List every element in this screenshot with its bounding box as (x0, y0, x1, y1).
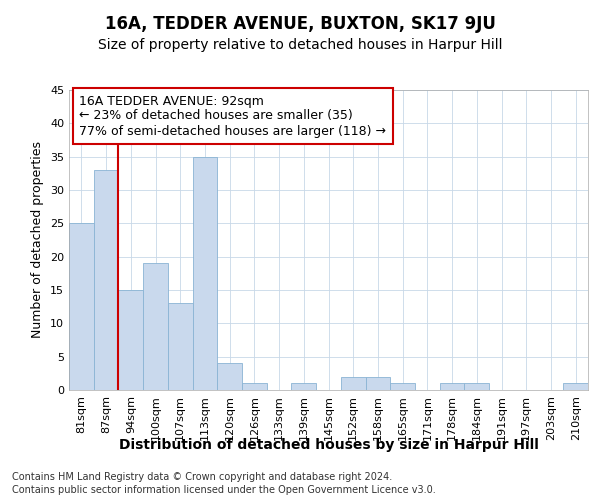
Bar (143, 264, 168, 390)
Bar (390, 384, 415, 390)
Bar (118, 290, 143, 390)
Text: Contains HM Land Registry data © Crown copyright and database right 2024.: Contains HM Land Registry data © Crown c… (12, 472, 392, 482)
Bar (69, 224, 94, 390)
Text: 16A TEDDER AVENUE: 92sqm
← 23% of detached houses are smaller (35)
77% of semi-d: 16A TEDDER AVENUE: 92sqm ← 23% of detach… (79, 94, 386, 138)
Bar (292, 384, 316, 390)
Bar (365, 376, 390, 390)
Text: Contains public sector information licensed under the Open Government Licence v3: Contains public sector information licen… (12, 485, 436, 495)
Bar (440, 384, 464, 390)
Text: 16A, TEDDER AVENUE, BUXTON, SK17 9JU: 16A, TEDDER AVENUE, BUXTON, SK17 9JU (104, 15, 496, 33)
Bar (563, 384, 588, 390)
Bar (217, 364, 242, 390)
Y-axis label: Number of detached properties: Number of detached properties (31, 142, 44, 338)
Text: Distribution of detached houses by size in Harpur Hill: Distribution of detached houses by size … (119, 438, 539, 452)
Bar (464, 384, 489, 390)
Text: Size of property relative to detached houses in Harpur Hill: Size of property relative to detached ho… (98, 38, 502, 52)
Bar (168, 304, 193, 390)
Bar (242, 384, 267, 390)
Bar (193, 156, 217, 390)
Bar (94, 170, 118, 390)
Bar (341, 376, 365, 390)
